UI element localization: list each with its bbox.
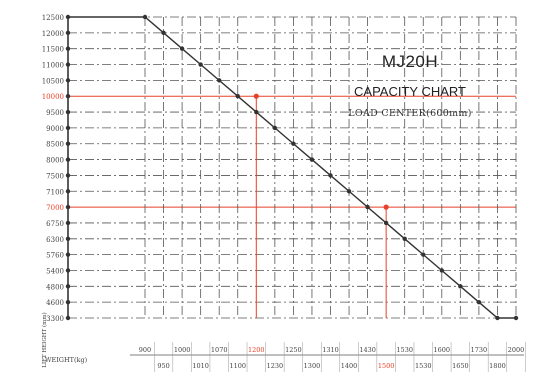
y-tick-label: 11000 (42, 62, 64, 70)
data-point (346, 189, 352, 194)
y-tick-dot (65, 94, 71, 99)
x-tick-label: 1430 (359, 346, 376, 354)
y-tick-dot (65, 220, 71, 226)
y-tick-dot (65, 78, 71, 83)
y-tick-label: 3300 (46, 315, 64, 323)
y-tick-label: 9500 (46, 109, 64, 117)
x-tick-label: 1600 (434, 346, 451, 354)
y-tick-label: 6750 (46, 220, 64, 228)
y-tick-label: 4800 (46, 283, 64, 291)
data-point (142, 14, 148, 20)
x-tick-label: 1530 (396, 346, 413, 354)
x-tick-label: 1650 (452, 362, 469, 370)
x-tick-label: 1200 (248, 346, 265, 354)
y-tick-dot (65, 141, 71, 146)
x-axis-label: WEIGHT(kg) (45, 356, 88, 364)
y-tick-label: 4600 (46, 299, 64, 307)
x-tick-label: 1800 (489, 362, 506, 370)
x-tick-label: 1250 (285, 346, 302, 354)
data-point (161, 30, 166, 36)
x-tick-label: 900 (139, 346, 151, 354)
highlight-point (253, 93, 259, 99)
data-point (198, 62, 203, 67)
capacity-line (68, 16, 516, 319)
data-point (179, 46, 185, 51)
y-tick-dot (65, 173, 71, 178)
x-tick-label: 1000 (174, 346, 191, 354)
load-center-note: LOAD CENTER(600mm) (348, 108, 472, 119)
highlight-point (383, 204, 389, 210)
y-tick-dot (65, 62, 71, 67)
x-tick-label: 950 (157, 362, 169, 370)
x-tick-label: 1100 (229, 362, 246, 370)
y-tick-label: 11500 (42, 46, 64, 54)
y-tick-dot (65, 299, 71, 305)
x-tick-label: 1010 (192, 362, 209, 370)
y-tick-dot (65, 109, 71, 115)
title-block: MJ20H CAPACITY CHART LOAD CENTER(600mm) (300, 52, 520, 119)
chart-title: MJ20H (381, 52, 439, 71)
data-point (421, 252, 426, 257)
y-tick-dot (65, 125, 71, 131)
x-tick-label: 1530 (415, 362, 432, 370)
y-tick-label: 7100 (46, 188, 64, 196)
data-point (476, 299, 482, 305)
y-tick-dot (65, 157, 71, 162)
y-tick-dot (65, 252, 71, 257)
y-tick-dot (65, 315, 71, 321)
y-tick-label: 5400 (46, 267, 64, 275)
data-point (254, 109, 259, 115)
chart-subtitle: CAPACITY CHART (354, 84, 466, 99)
y-tick-dot (65, 189, 71, 194)
data-point (513, 315, 519, 321)
y-tick-label: 12000 (42, 30, 64, 38)
y-tick-label: 8500 (46, 141, 64, 149)
data-point (383, 220, 389, 226)
y-tick-label: 6300 (46, 236, 64, 244)
x-tick-label: 1310 (322, 346, 339, 354)
data-point (291, 141, 296, 146)
y-tick-label: 9000 (46, 125, 64, 133)
x-tick-label: 1400 (341, 362, 358, 370)
y-tick-label: 7000 (46, 204, 64, 212)
x-tick-label: 1500 (378, 362, 395, 370)
y-tick-dot (65, 236, 71, 241)
y-tick-dot (65, 46, 71, 51)
x-tick-label: 1300 (304, 362, 321, 370)
y-tick-label: 5760 (46, 252, 64, 260)
y-tick-dot (65, 30, 71, 36)
data-point (402, 236, 407, 241)
data-point (272, 125, 278, 131)
data-point (458, 284, 463, 289)
y-tick-label: 8000 (46, 157, 64, 165)
y-tick-dot (65, 268, 71, 273)
x-tick-label: 1070 (211, 346, 228, 354)
y-tick-dot (65, 284, 71, 289)
x-tick-label: 1230 (267, 362, 284, 370)
x-tick-label: 1730 (471, 346, 488, 354)
data-point (365, 204, 370, 210)
y-tick-dot (65, 204, 71, 210)
data-point (217, 78, 222, 83)
y-tick-label: 12500 (42, 14, 64, 22)
y-tick-label: 7500 (46, 172, 64, 180)
data-point (439, 268, 444, 273)
data-point (495, 315, 500, 321)
x-tick-label: 2000 (508, 346, 525, 354)
data-point (328, 173, 333, 178)
y-axis-label: LIFT HEIGHT (mm) (41, 312, 48, 367)
y-tick-label: 10500 (42, 77, 64, 85)
data-point (235, 94, 240, 99)
y-tick-label: 10000 (42, 93, 64, 101)
data-point (309, 157, 315, 162)
